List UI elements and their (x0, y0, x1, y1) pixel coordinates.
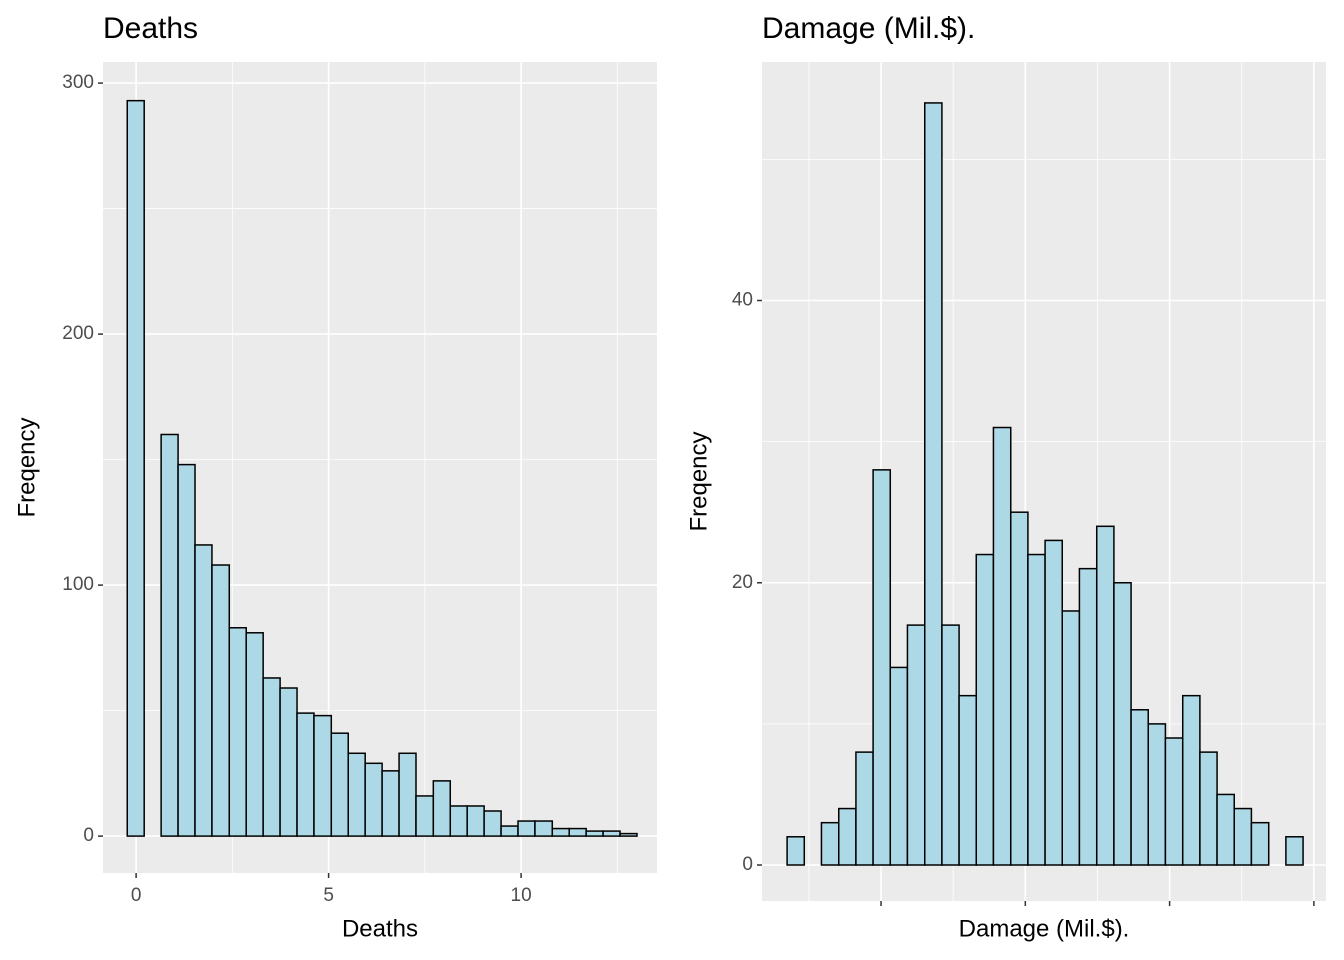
bar (1130, 709, 1149, 866)
bar (364, 762, 383, 837)
bar (786, 836, 806, 866)
y-axis-title: Freqency (685, 431, 712, 531)
bar (585, 830, 604, 837)
bar (160, 433, 179, 837)
bar (941, 624, 960, 866)
x-tick-label: 0 (131, 885, 142, 906)
bar (1164, 737, 1184, 866)
bar (262, 677, 281, 837)
bar (1044, 539, 1064, 866)
x-axis-title: Damage (Mil.$). (959, 915, 1130, 942)
bar (1216, 793, 1235, 866)
bar (1199, 751, 1218, 866)
bar (194, 544, 213, 837)
bar (568, 827, 587, 837)
bar (483, 810, 502, 837)
y-tick-label: 100 (62, 574, 94, 595)
bar (1078, 567, 1098, 866)
bar (1250, 821, 1270, 866)
bar (820, 821, 840, 866)
bar (228, 627, 247, 837)
bar (1233, 807, 1253, 866)
bar (924, 102, 943, 866)
bar (975, 553, 995, 866)
y-tick-label: 0 (742, 854, 753, 875)
bar (1147, 723, 1167, 866)
bar (313, 714, 333, 837)
bar (1009, 511, 1029, 866)
bar (500, 825, 519, 837)
bar (415, 795, 435, 837)
x-axis-title: Deaths (342, 915, 418, 942)
bar (398, 752, 417, 837)
y-tick-label: 20 (732, 572, 753, 593)
y-tick-label: 200 (62, 323, 94, 344)
bar (466, 805, 485, 837)
bar (855, 751, 874, 866)
bar (381, 770, 400, 837)
bar (449, 805, 468, 837)
bar (517, 820, 536, 837)
x-tick-label: 10 (511, 885, 532, 906)
bar (838, 807, 857, 866)
chart-title: Damage (Mil.$). (762, 12, 975, 45)
bar (1061, 610, 1081, 866)
bar (432, 780, 452, 837)
bar (126, 99, 145, 837)
x-tick-label: 5 (323, 885, 334, 906)
bar (347, 752, 366, 837)
bar (1113, 582, 1132, 866)
bar (1285, 836, 1304, 866)
bar (1181, 694, 1201, 866)
bar (602, 830, 621, 837)
y-tick-label: 40 (732, 290, 753, 311)
bar (534, 820, 554, 837)
y-axis-title: Freqency (13, 417, 40, 517)
bar (211, 564, 231, 837)
y-tick-label: 0 (83, 825, 94, 846)
bar (992, 426, 1012, 866)
bar (551, 827, 570, 837)
bar (889, 666, 909, 866)
y-tick-label: 300 (62, 72, 94, 93)
bar (906, 624, 926, 866)
bar (330, 732, 349, 837)
bar (1027, 553, 1046, 866)
chart-title: Deaths (103, 12, 198, 45)
bar (177, 463, 196, 837)
bar (958, 694, 978, 866)
bar (1095, 525, 1115, 866)
bar (245, 632, 264, 837)
bar (296, 712, 315, 837)
bar (619, 832, 638, 837)
bar (872, 469, 892, 866)
bar (279, 687, 298, 837)
